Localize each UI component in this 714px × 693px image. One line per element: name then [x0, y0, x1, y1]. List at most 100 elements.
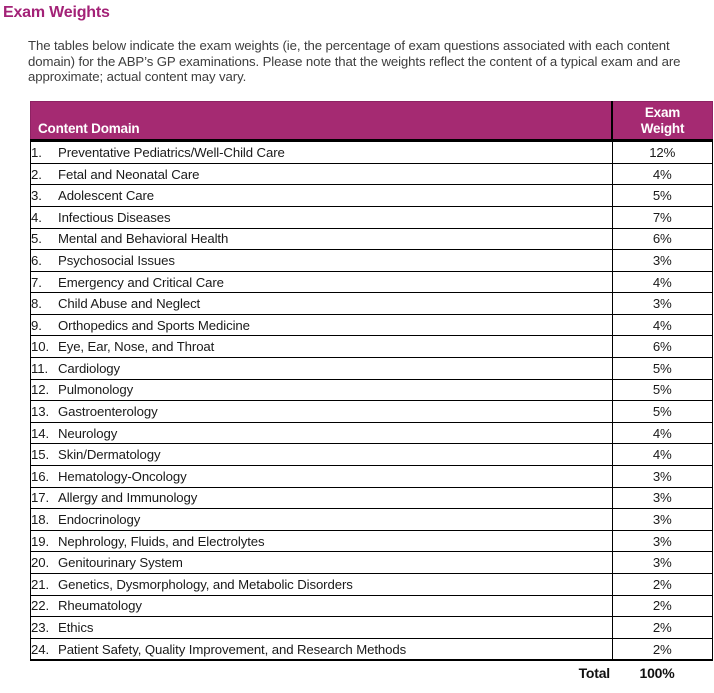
- total-value: 100%: [639, 665, 675, 682]
- row-number: 6.: [31, 252, 42, 268]
- domain-label: Genitourinary System: [58, 555, 183, 571]
- table-row: 21. Genetics, Dysmorphology, and Metaboli…: [30, 573, 713, 596]
- row-number: 4.: [31, 209, 42, 225]
- exam-weights-table: Content Domain Exam Weight 1. Preventativ…: [30, 101, 713, 662]
- domain-label: Cardiology: [58, 360, 121, 376]
- exam-weight-cell: 3%: [611, 249, 713, 272]
- table-row: 3. Adolescent Care 5%: [30, 184, 713, 207]
- row-number: 10.: [31, 339, 50, 355]
- exam-weight-cell: 4%: [611, 270, 713, 294]
- table-row: 14. Neurology 4%: [30, 421, 713, 445]
- exam-weight-cell: 3%: [611, 551, 713, 575]
- row-number: 16.: [31, 468, 50, 484]
- domain-label: Adolescent Care: [58, 188, 154, 204]
- content-domain-cell: 18. Endocrinology: [30, 508, 613, 531]
- row-number: 8.: [31, 296, 42, 312]
- domain-label: Endocrinology: [58, 512, 141, 528]
- domain-label: Genetics, Dysmorphology, and Metabolic D…: [58, 576, 353, 592]
- content-domain-cell: 12. Pulmonology: [30, 378, 613, 402]
- table-row: 6. Psychosocial Issues 3%: [30, 249, 713, 272]
- domain-label: Fetal and Neonatal Care: [58, 166, 200, 182]
- row-number: 19.: [31, 533, 50, 549]
- domain-label: Child Abuse and Neglect: [58, 296, 201, 312]
- row-number: 3.: [31, 188, 42, 204]
- content-domain-cell: 17. Allergy and Immunology: [30, 486, 613, 510]
- domain-label: Preventative Pediatrics/Well-Child Care: [58, 144, 285, 160]
- exam-weight-cell: 2%: [611, 616, 713, 639]
- table-row: 2. Fetal and Neonatal Care 4%: [30, 162, 713, 186]
- table-row: 11. Cardiology 5%: [30, 357, 713, 380]
- table-row: 4. Infectious Diseases 7%: [30, 205, 713, 229]
- row-number: 15.: [31, 447, 50, 463]
- exam-weight-cell: 7%: [611, 205, 713, 229]
- domain-label: Infectious Diseases: [58, 209, 171, 225]
- row-number: 20.: [31, 555, 50, 571]
- row-number: 9.: [31, 317, 42, 333]
- row-number: 17.: [31, 490, 50, 506]
- table-row: 19. Nephrology, Fluids, and Electrolytes 3…: [30, 529, 713, 553]
- exam-weight-cell: 2%: [611, 594, 713, 618]
- table-row: 12. Pulmonology 5%: [30, 378, 713, 402]
- intro-paragraph: The tables below indicate the exam weigh…: [28, 38, 681, 85]
- content-domain-cell: 7. Emergency and Critical Care: [30, 270, 613, 294]
- content-domain-cell: 22. Rheumatology: [30, 594, 613, 618]
- row-number: 24.: [31, 641, 50, 657]
- row-number: 14.: [31, 425, 50, 441]
- exam-weight-cell: 5%: [611, 400, 713, 423]
- table-row: 20. Genitourinary System 3%: [30, 551, 713, 575]
- row-number: 7.: [31, 274, 42, 290]
- content-domain-cell: 3. Adolescent Care: [30, 184, 613, 207]
- exam-weight-cell: 6%: [611, 335, 713, 359]
- row-number: 18.: [31, 512, 50, 528]
- row-number: 13.: [31, 404, 50, 420]
- domain-label: Mental and Behavioral Health: [58, 231, 229, 247]
- total-row: Total 100%: [30, 665, 704, 681]
- content-domain-cell: 21. Genetics, Dysmorphology, and Metaboli…: [30, 573, 613, 596]
- exam-weight-cell: 5%: [611, 378, 713, 402]
- row-number: 12.: [31, 382, 50, 398]
- content-domain-cell: 8. Child Abuse and Neglect: [30, 292, 613, 315]
- domain-label: Patient Safety, Quality Improvement, and…: [58, 641, 407, 657]
- content-domain-cell: 19. Nephrology, Fluids, and Electrolytes: [30, 529, 613, 553]
- exam-weight-cell: 2%: [611, 637, 713, 662]
- exam-weight-cell: 4%: [611, 313, 713, 337]
- page-title: Exam Weights: [3, 4, 110, 21]
- row-number: 1.: [31, 144, 42, 160]
- exam-weight-cell: 3%: [611, 292, 713, 315]
- domain-label: Allergy and Immunology: [58, 490, 198, 506]
- table-row: 7. Emergency and Critical Care 4%: [30, 270, 713, 294]
- domain-label: Gastroenterology: [58, 404, 158, 420]
- content-domain-cell: 10. Eye, Ear, Nose, and Throat: [30, 335, 613, 359]
- exam-weight-cell: 3%: [611, 486, 713, 510]
- table-row: 13. Gastroenterology 5%: [30, 400, 713, 423]
- exam-weight-cell: 5%: [611, 184, 713, 207]
- table-row: 5. Mental and Behavioral Health 6%: [30, 227, 713, 251]
- content-domain-cell: 9. Orthopedics and Sports Medicine: [30, 313, 613, 337]
- content-domain-cell: 20. Genitourinary System: [30, 551, 613, 575]
- content-domain-cell: 6. Psychosocial Issues: [30, 249, 613, 272]
- content-domain-cell: 15. Skin/Dermatology: [30, 443, 613, 467]
- domain-label: Orthopedics and Sports Medicine: [58, 317, 250, 333]
- row-number: 21.: [31, 576, 50, 592]
- row-number: 2.: [31, 166, 42, 182]
- domain-label: Rheumatology: [58, 598, 142, 614]
- exam-weight-cell: 4%: [611, 421, 713, 445]
- table-row: 15. Skin/Dermatology 4%: [30, 443, 713, 467]
- table-row: 9. Orthopedics and Sports Medicine 4%: [30, 313, 713, 337]
- row-number: 22.: [31, 598, 50, 614]
- row-number: 11.: [31, 360, 49, 376]
- content-domain-cell: 2. Fetal and Neonatal Care: [30, 162, 613, 186]
- content-domain-cell: 1. Preventative Pediatrics/Well-Child Car…: [30, 140, 613, 164]
- document-page: Exam Weights The tables below indicate t…: [0, 4, 714, 693]
- exam-weight-cell: 3%: [611, 529, 713, 553]
- content-domain-cell: 11. Cardiology: [30, 357, 613, 380]
- table-row: 1. Preventative Pediatrics/Well-Child Car…: [30, 140, 713, 164]
- content-domain-cell: 5. Mental and Behavioral Health: [30, 227, 613, 251]
- table-row: 8. Child Abuse and Neglect 3%: [30, 292, 713, 315]
- table-row: 22. Rheumatology 2%: [30, 594, 713, 618]
- content-domain-cell: 14. Neurology: [30, 421, 613, 445]
- total-label: Total: [578, 665, 611, 682]
- column-header-content-domain: Content Domain: [30, 101, 613, 143]
- exam-weight-cell: 4%: [611, 443, 713, 467]
- exam-weight-cell: 5%: [611, 357, 713, 380]
